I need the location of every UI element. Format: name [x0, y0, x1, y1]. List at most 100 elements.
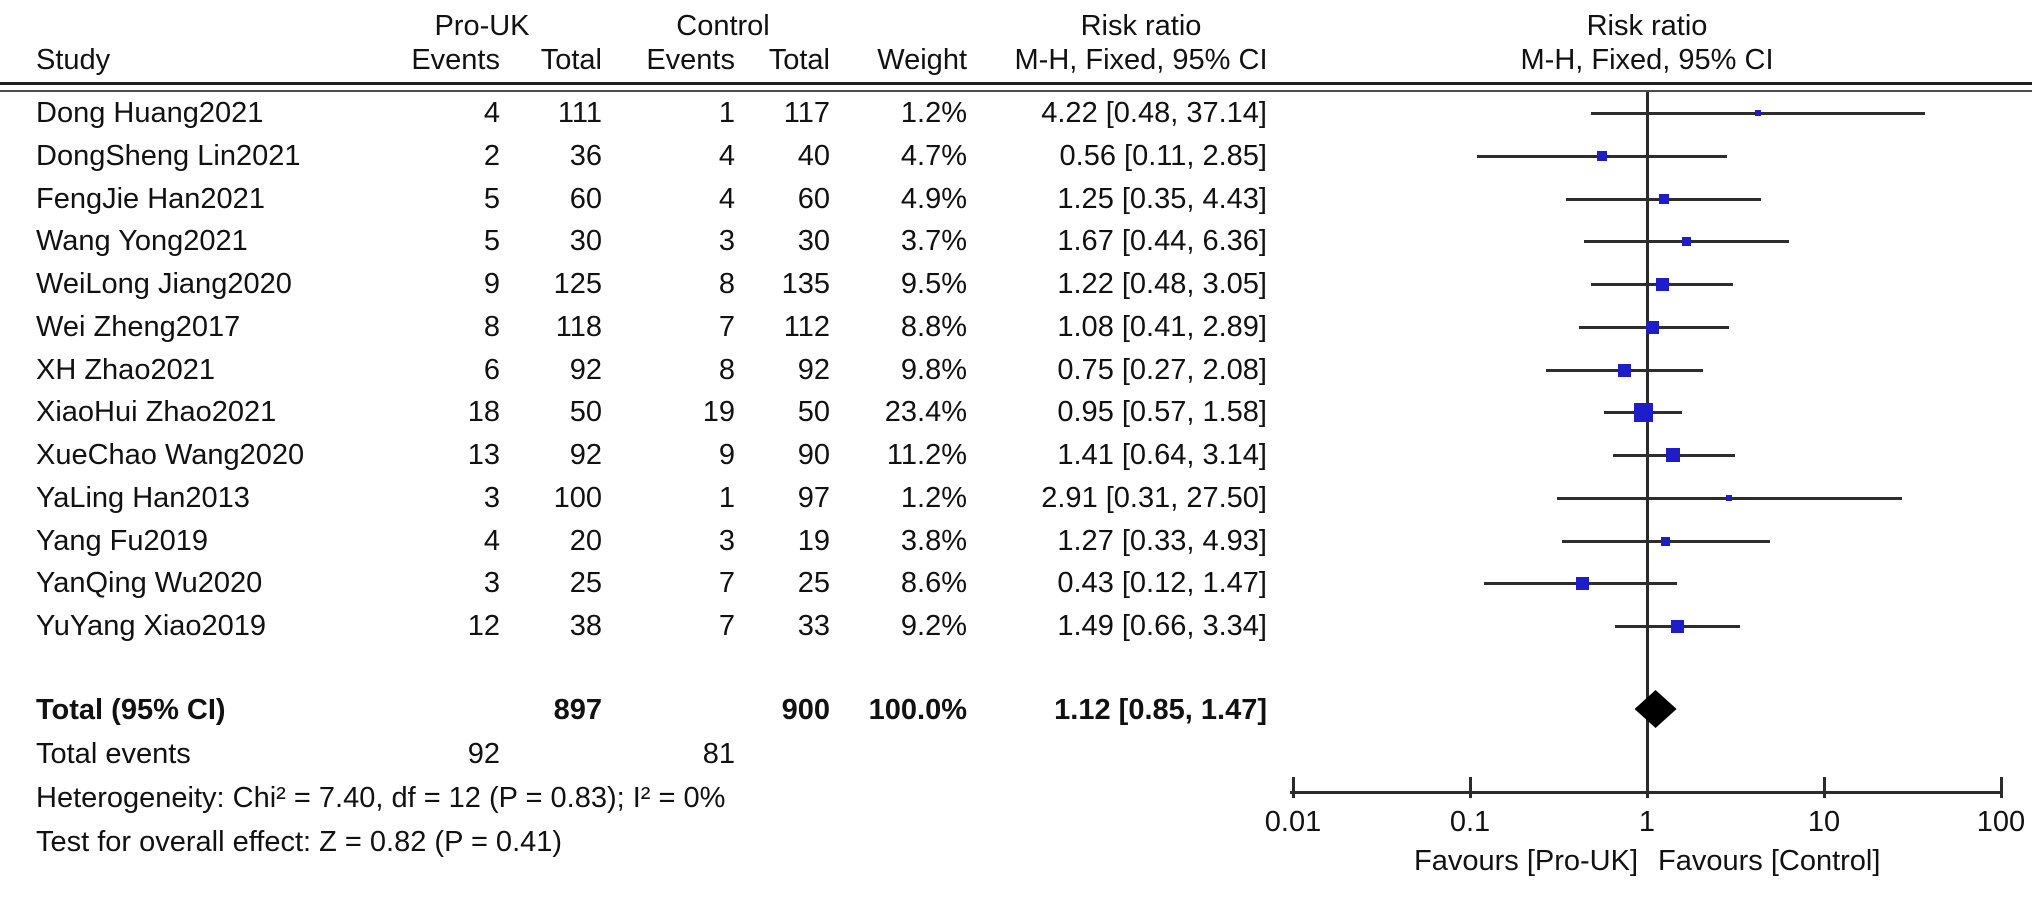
- study-label: YaLing Han2013: [36, 482, 250, 514]
- cell-pro-events: 5: [483, 183, 500, 215]
- cell-ctrl-total: 92: [797, 354, 830, 386]
- effect-marker: [1575, 576, 1589, 590]
- cell-ctrl-events: 8: [718, 268, 735, 300]
- cell-weight: 11.2%: [886, 439, 967, 471]
- study-label: Yang Fu2019: [36, 525, 208, 557]
- cell-pro-total: 20: [569, 525, 602, 557]
- cell-pro-total: 38: [569, 610, 602, 642]
- cell-ctrl-total: 30: [797, 225, 830, 257]
- overall-effect-test: Test for overall effect: Z = 0.82 (P = 0…: [36, 826, 563, 858]
- cell-ctrl-total: 90: [797, 439, 830, 471]
- risk-ratio-column-title: Risk ratio: [1080, 10, 1202, 42]
- cell-weight: 9.5%: [900, 268, 967, 300]
- study-label: XueChao Wang2020: [36, 439, 305, 471]
- cell-ctrl-events: 3: [718, 225, 735, 257]
- cell-ctrl-events: 7: [718, 610, 735, 642]
- cell-pro-total: 50: [569, 396, 602, 428]
- summary-effect-estimate: 1.12 [0.85, 1.47]: [1054, 694, 1267, 726]
- cell-ctrl-events: 9: [718, 439, 735, 471]
- effect-marker: [1655, 277, 1669, 291]
- cell-ctrl-total: 19: [797, 525, 830, 557]
- cell-ctrl-events: 19: [702, 396, 735, 428]
- axis-tick-label: 0.1: [1449, 806, 1491, 838]
- method-ci-plot-header: M-H, Fixed, 95% CI: [1520, 44, 1774, 76]
- control-events-header: Events: [646, 44, 735, 76]
- cell-ctrl-total: 112: [783, 311, 830, 343]
- column-group-experimental: Pro-UK: [434, 10, 530, 42]
- study-label: FengJie Han2021: [36, 183, 265, 215]
- cell-ctrl-events: 1: [718, 482, 735, 514]
- cell-pro-events: 5: [483, 225, 500, 257]
- effect-marker: [1618, 363, 1632, 377]
- effect-marker: [1726, 495, 1733, 501]
- risk-ratio-plot-title: Risk ratio: [1586, 10, 1708, 42]
- effect-marker: [1681, 236, 1691, 246]
- cell-rr-text: 1.41 [0.64, 3.14]: [1057, 439, 1267, 471]
- summary-weight: 100.0%: [868, 694, 967, 726]
- cell-ctrl-total: 60: [797, 183, 830, 215]
- cell-ctrl-total: 25: [797, 567, 830, 599]
- cell-ctrl-events: 7: [718, 567, 735, 599]
- cell-pro-events: 18: [467, 396, 500, 428]
- cell-rr-text: 1.08 [0.41, 2.89]: [1057, 311, 1267, 343]
- weight-column-header: Weight: [877, 44, 967, 76]
- total-events-label: Total events: [36, 738, 191, 770]
- cell-ctrl-events: 1: [718, 97, 735, 129]
- cell-pro-total: 100: [553, 482, 602, 514]
- axis-tick: [1291, 777, 1295, 798]
- study-label: WeiLong Jiang2020: [36, 268, 292, 300]
- axis-tick-label: 0.01: [1264, 806, 1322, 838]
- method-ci-column-header: M-H, Fixed, 95% CI: [1014, 44, 1268, 76]
- axis-tick: [1468, 777, 1472, 798]
- summary-control-total: 900: [781, 694, 830, 726]
- experimental-events-header: Events: [411, 44, 500, 76]
- cell-weight: 9.2%: [900, 610, 967, 642]
- total-events-experimental: 92: [467, 738, 500, 770]
- cell-pro-total: 60: [569, 183, 602, 215]
- favours-right-label: Favours [Control]: [1658, 845, 1881, 877]
- cell-rr-text: 0.75 [0.27, 2.08]: [1057, 354, 1267, 386]
- cell-pro-total: 92: [569, 439, 602, 471]
- study-label: XH Zhao2021: [36, 354, 215, 386]
- cell-weight: 4.7%: [900, 140, 967, 172]
- axis-tick-label: 10: [1807, 806, 1841, 838]
- summary-experimental-total: 897: [553, 694, 602, 726]
- cell-pro-events: 8: [483, 311, 500, 343]
- total-events-control: 81: [702, 738, 735, 770]
- cell-ctrl-events: 3: [718, 525, 735, 557]
- axis-tick: [1645, 777, 1649, 798]
- cell-pro-total: 92: [569, 354, 602, 386]
- cell-rr-text: 1.22 [0.48, 3.05]: [1057, 268, 1267, 300]
- experimental-total-header: Total: [540, 44, 602, 76]
- cell-ctrl-total: 135: [781, 268, 830, 300]
- effect-marker: [1754, 110, 1761, 116]
- cell-rr-text: 1.25 [0.35, 4.43]: [1057, 183, 1267, 215]
- effect-marker: [1666, 448, 1681, 462]
- cell-pro-total: 36: [569, 140, 602, 172]
- cell-ctrl-total: 117: [783, 97, 830, 129]
- cell-weight: 4.9%: [900, 183, 967, 215]
- study-label: Wei Zheng2017: [36, 311, 241, 343]
- cell-ctrl-total: 50: [797, 396, 830, 428]
- cell-ctrl-total: 40: [797, 140, 830, 172]
- effect-marker: [1646, 320, 1660, 334]
- cell-weight: 3.7%: [900, 225, 967, 257]
- cell-weight: 1.2%: [900, 482, 967, 514]
- cell-pro-total: 30: [569, 225, 602, 257]
- cell-pro-events: 6: [483, 354, 500, 386]
- effect-marker: [1633, 402, 1653, 422]
- cell-rr-text: 1.27 [0.33, 4.93]: [1057, 525, 1267, 557]
- cell-rr-text: 1.67 [0.44, 6.36]: [1057, 225, 1267, 257]
- column-group-control: Control: [676, 10, 770, 42]
- study-label: Dong Huang2021: [36, 97, 264, 129]
- cell-pro-total: 118: [555, 311, 602, 343]
- cell-rr-text: 0.43 [0.12, 1.47]: [1057, 567, 1267, 599]
- cell-pro-events: 3: [483, 482, 500, 514]
- study-label: XiaoHui Zhao2021: [36, 396, 277, 428]
- effect-marker: [1660, 536, 1670, 546]
- cell-pro-total: 25: [569, 567, 602, 599]
- cell-pro-events: 9: [483, 268, 500, 300]
- study-label: DongSheng Lin2021: [36, 140, 301, 172]
- cell-ctrl-events: 8: [718, 354, 735, 386]
